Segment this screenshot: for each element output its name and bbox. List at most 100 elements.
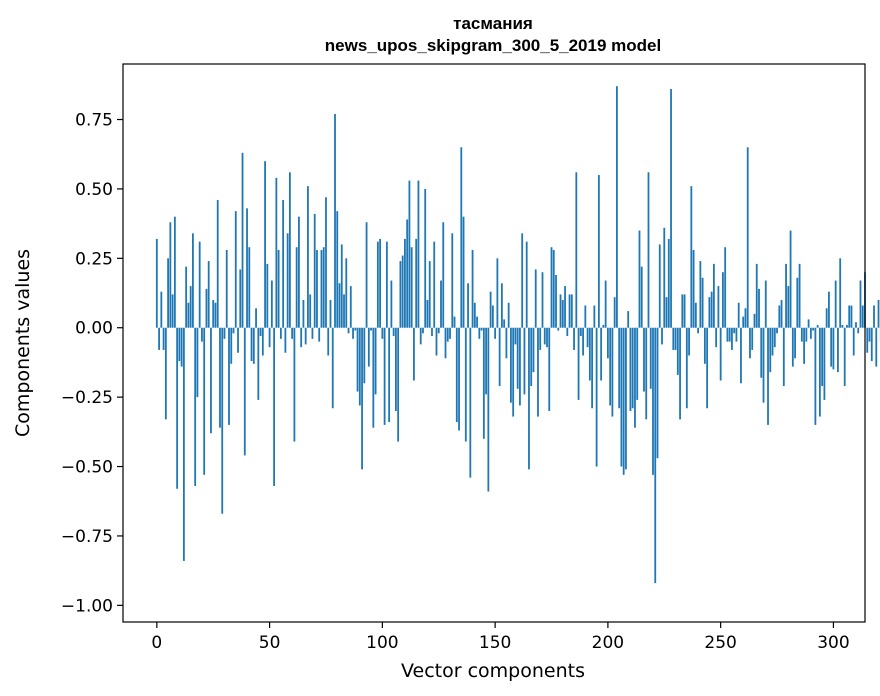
x-tick-label: 250 bbox=[704, 633, 736, 653]
bar bbox=[374, 327, 377, 395]
bar bbox=[266, 263, 269, 328]
bar bbox=[164, 327, 167, 420]
bar bbox=[656, 327, 659, 459]
bar bbox=[841, 324, 844, 328]
bar bbox=[331, 327, 334, 409]
x-tick-label: 200 bbox=[592, 633, 624, 653]
bar bbox=[661, 327, 663, 345]
bar bbox=[171, 294, 174, 328]
bar bbox=[207, 261, 210, 328]
bar bbox=[749, 327, 751, 359]
bar bbox=[422, 327, 424, 334]
bar bbox=[394, 327, 397, 412]
bar bbox=[460, 147, 463, 328]
bar bbox=[182, 327, 185, 561]
bar bbox=[192, 233, 194, 328]
bar bbox=[588, 327, 591, 381]
bar bbox=[241, 152, 244, 328]
bar bbox=[688, 327, 690, 356]
bar bbox=[440, 280, 442, 328]
bar bbox=[180, 327, 183, 367]
bar bbox=[307, 186, 309, 328]
bar bbox=[282, 200, 285, 328]
bar bbox=[327, 327, 330, 356]
bar bbox=[570, 294, 573, 328]
y-axis-label: Components values bbox=[12, 249, 34, 437]
bar bbox=[528, 327, 530, 470]
bar bbox=[850, 305, 853, 328]
bar bbox=[843, 327, 846, 387]
bar bbox=[363, 327, 366, 384]
x-tick-label: 0 bbox=[151, 633, 162, 653]
bar bbox=[413, 327, 415, 381]
bar bbox=[246, 208, 248, 328]
bar bbox=[609, 327, 612, 406]
bar bbox=[737, 302, 740, 328]
bar bbox=[591, 327, 593, 409]
bar bbox=[365, 222, 368, 328]
bar bbox=[740, 327, 742, 384]
bar bbox=[821, 327, 824, 387]
x-axis-label: Vector components bbox=[401, 660, 585, 682]
bar bbox=[379, 238, 381, 328]
bar bbox=[602, 324, 605, 328]
bar bbox=[870, 327, 873, 362]
bar bbox=[834, 280, 837, 328]
bar bbox=[618, 327, 621, 409]
bar bbox=[606, 327, 609, 359]
bar bbox=[500, 283, 503, 328]
bar bbox=[708, 297, 711, 328]
bar bbox=[284, 327, 287, 353]
bar bbox=[681, 294, 684, 328]
bar bbox=[767, 327, 769, 425]
chart-subtitle: news_upos_skipgram_300_5_2019 model bbox=[325, 36, 661, 55]
bar bbox=[228, 327, 230, 425]
bar bbox=[370, 327, 372, 331]
bar bbox=[433, 241, 436, 328]
bars-group bbox=[155, 86, 880, 584]
bar bbox=[318, 327, 321, 342]
bar bbox=[455, 327, 458, 423]
bar bbox=[800, 327, 803, 342]
bar bbox=[665, 297, 668, 328]
bar bbox=[288, 172, 291, 328]
bar bbox=[773, 327, 776, 348]
bar bbox=[552, 250, 555, 328]
bar bbox=[237, 327, 239, 353]
bar bbox=[519, 327, 521, 406]
bar bbox=[514, 327, 517, 345]
bar bbox=[383, 327, 386, 425]
bar bbox=[735, 327, 738, 342]
bar bbox=[868, 327, 871, 342]
bar bbox=[431, 327, 433, 337]
bar bbox=[703, 327, 706, 364]
bar bbox=[805, 327, 808, 342]
bar bbox=[424, 188, 427, 328]
bar bbox=[458, 327, 460, 431]
bar bbox=[776, 327, 778, 334]
bar bbox=[634, 327, 636, 428]
bar bbox=[825, 308, 828, 328]
bar bbox=[550, 247, 553, 328]
x-tick-label: 50 bbox=[259, 633, 281, 653]
bar bbox=[798, 263, 801, 328]
bar bbox=[510, 327, 512, 403]
bar bbox=[446, 327, 449, 342]
bar bbox=[762, 327, 765, 403]
bar bbox=[719, 327, 722, 381]
bar bbox=[852, 327, 855, 356]
bar bbox=[376, 241, 379, 328]
bar bbox=[814, 327, 817, 425]
bar bbox=[557, 327, 560, 331]
bar bbox=[399, 261, 402, 328]
bar bbox=[205, 288, 208, 328]
bar bbox=[442, 222, 445, 328]
y-tick-label: 0.00 bbox=[75, 319, 113, 339]
bar bbox=[611, 327, 614, 417]
bar bbox=[742, 316, 745, 328]
bar bbox=[861, 305, 864, 328]
bar bbox=[361, 327, 363, 470]
bar bbox=[803, 327, 805, 364]
bar bbox=[837, 327, 839, 373]
bar bbox=[221, 327, 224, 514]
